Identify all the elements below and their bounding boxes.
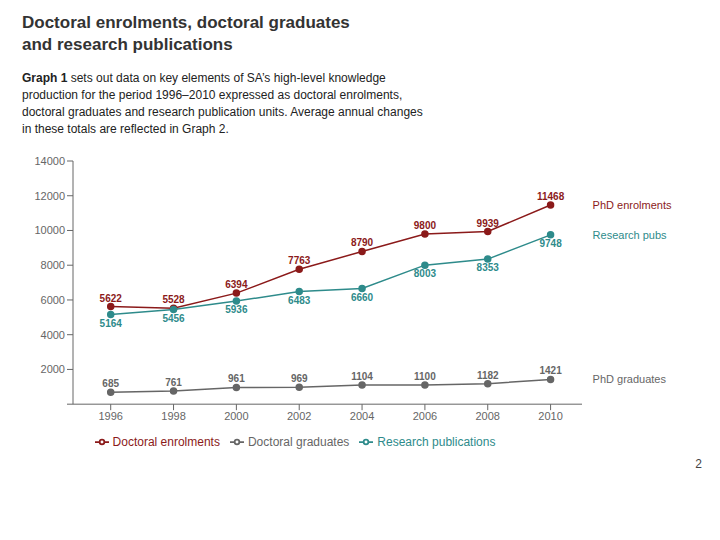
html-text:Doctoral enrolments, doctoral: Doctoral enrolments, doctoral graduates … bbox=[22, 13, 350, 55]
svg-text:2000: 2000 bbox=[224, 410, 248, 422]
svg-text:5456: 5456 bbox=[162, 313, 185, 324]
svg-text:2008: 2008 bbox=[475, 410, 499, 422]
svg-text:6660: 6660 bbox=[351, 292, 374, 303]
svg-text:6394: 6394 bbox=[225, 279, 248, 290]
html-text:Graph 1 sets out data on key e: Graph 1 sets out data on key elements of… bbox=[22, 71, 423, 136]
svg-text:8790: 8790 bbox=[351, 238, 374, 249]
svg-text:1182: 1182 bbox=[477, 370, 499, 381]
svg-text:Research pubs: Research pubs bbox=[593, 229, 667, 241]
svg-text:4000: 4000 bbox=[41, 329, 65, 341]
svg-text:9748: 9748 bbox=[539, 238, 562, 249]
svg-text:2010: 2010 bbox=[538, 410, 562, 422]
svg-text:685: 685 bbox=[102, 379, 119, 390]
svg-text:PhD enrolments: PhD enrolments bbox=[593, 199, 672, 211]
html-text:Doctoral enrolments: Doctoral enrolments bbox=[112, 434, 220, 449]
svg-text:1100: 1100 bbox=[414, 371, 436, 382]
svg-text:6000: 6000 bbox=[41, 294, 65, 306]
svg-text:11468: 11468 bbox=[537, 191, 565, 202]
svg-text:5528: 5528 bbox=[162, 295, 185, 306]
svg-text:8353: 8353 bbox=[477, 263, 500, 274]
html-text:2: 2 bbox=[695, 457, 702, 472]
svg-text:5164: 5164 bbox=[100, 318, 123, 329]
svg-text:961: 961 bbox=[228, 374, 245, 385]
svg-text:2006: 2006 bbox=[413, 410, 437, 422]
svg-text:2004: 2004 bbox=[350, 410, 374, 422]
svg-text:1996: 1996 bbox=[98, 410, 122, 422]
html-text:Doctoral graduates: Doctoral graduates bbox=[248, 434, 350, 449]
svg-text:9800: 9800 bbox=[414, 220, 437, 231]
svg-text:2002: 2002 bbox=[287, 410, 311, 422]
svg-text:1998: 1998 bbox=[161, 410, 185, 422]
svg-text:12000: 12000 bbox=[34, 190, 65, 202]
svg-text:5622: 5622 bbox=[100, 293, 123, 304]
svg-text:761: 761 bbox=[165, 377, 182, 388]
svg-text:2000: 2000 bbox=[41, 364, 65, 376]
svg-text:8000: 8000 bbox=[41, 259, 65, 271]
svg-text:8003: 8003 bbox=[414, 269, 437, 280]
svg-text:5936: 5936 bbox=[225, 305, 248, 316]
svg-text:14000: 14000 bbox=[34, 155, 65, 167]
svg-text:9939: 9939 bbox=[477, 218, 500, 229]
svg-text:1421: 1421 bbox=[539, 366, 562, 377]
svg-text:1104: 1104 bbox=[351, 371, 373, 382]
svg-text:969: 969 bbox=[291, 374, 308, 385]
svg-text:10000: 10000 bbox=[34, 225, 65, 237]
svg-text:7763: 7763 bbox=[288, 256, 311, 267]
html-text:Research publications: Research publications bbox=[377, 434, 496, 449]
svg-text:PhD graduates: PhD graduates bbox=[593, 374, 667, 386]
svg-text:6483: 6483 bbox=[288, 295, 311, 306]
